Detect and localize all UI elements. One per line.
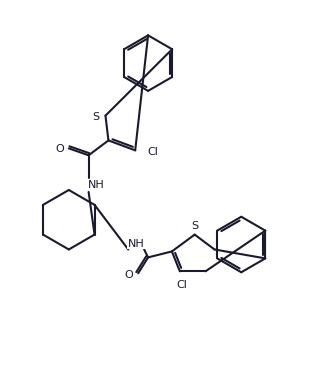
Text: NH: NH <box>128 239 145 248</box>
Text: Cl: Cl <box>148 147 158 157</box>
Text: O: O <box>55 144 64 154</box>
Text: NH: NH <box>88 180 105 190</box>
Text: S: S <box>191 221 198 231</box>
Text: S: S <box>92 112 99 122</box>
Text: Cl: Cl <box>176 280 187 290</box>
Text: O: O <box>124 270 133 280</box>
